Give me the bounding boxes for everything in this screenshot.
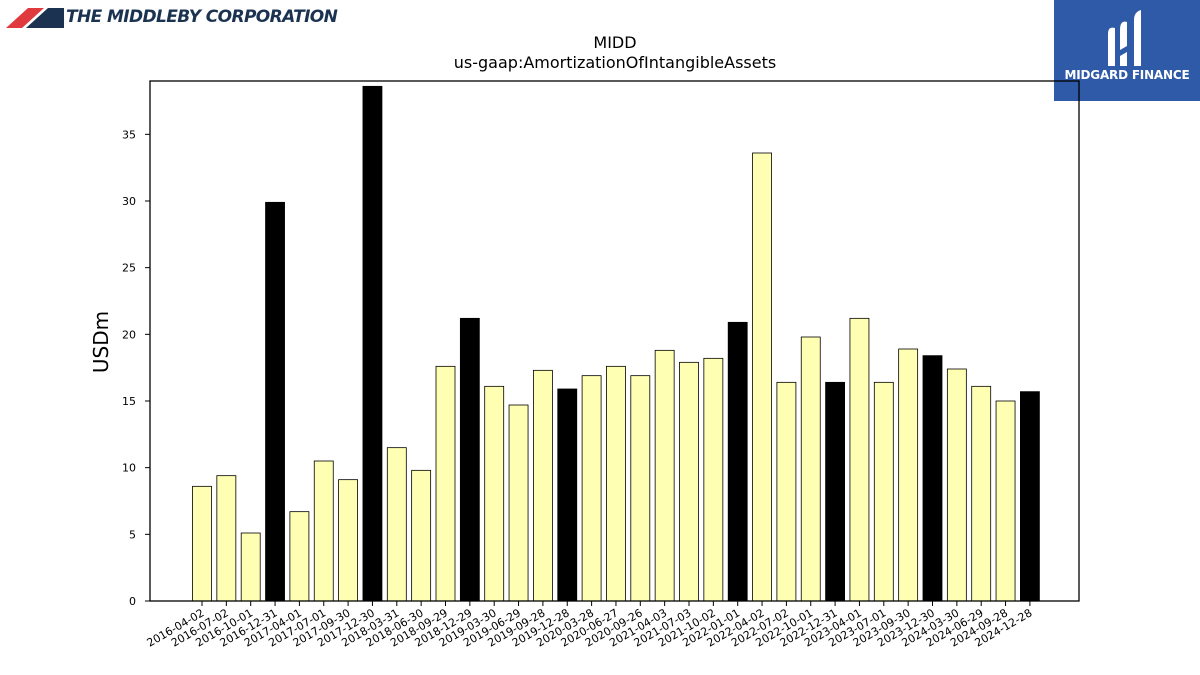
plot-frame xyxy=(149,80,1080,602)
bar-series xyxy=(192,85,1040,602)
bar xyxy=(800,336,821,602)
bar xyxy=(386,447,407,602)
y-tick-label: 35 xyxy=(122,128,136,141)
chart-title: MIDD xyxy=(593,33,636,52)
bar xyxy=(289,511,310,602)
bar xyxy=(995,400,1016,602)
y-tick-label: 0 xyxy=(129,595,136,608)
bar xyxy=(752,152,772,602)
y-tick-label: 25 xyxy=(122,262,136,275)
midgard-logo-icon xyxy=(1108,10,1141,67)
y-tick-label: 10 xyxy=(122,462,136,475)
bar xyxy=(192,485,212,602)
bar xyxy=(362,85,383,602)
bar xyxy=(776,381,797,602)
logo-stripes-icon xyxy=(6,8,64,28)
bar xyxy=(679,361,699,602)
bar xyxy=(630,375,651,602)
bar xyxy=(435,365,456,602)
chart-subtitle: us-gaap:AmortizationOfIntangibleAssets xyxy=(454,53,776,72)
bar xyxy=(484,385,505,602)
bar xyxy=(459,317,480,602)
y-tick-label: 30 xyxy=(122,195,136,208)
y-tick-label: 5 xyxy=(129,528,136,541)
bar xyxy=(265,201,285,602)
y-tick-label: 20 xyxy=(122,328,136,341)
bar xyxy=(898,348,919,602)
bar xyxy=(313,460,334,602)
bar xyxy=(1020,391,1040,602)
bar xyxy=(240,532,261,602)
bar xyxy=(703,357,724,602)
bar xyxy=(581,375,602,602)
midgard-finance-badge: MIDGARD FINANCE xyxy=(1054,0,1200,101)
bar xyxy=(557,388,578,602)
bar xyxy=(338,479,359,602)
y-axis: 0 5 10 15 20 25 30 35 xyxy=(122,128,150,608)
bar xyxy=(606,365,626,602)
bar xyxy=(849,317,870,602)
bar xyxy=(971,385,992,602)
bar xyxy=(533,369,553,602)
badge-label: MIDGARD FINANCE xyxy=(1064,68,1190,82)
bar xyxy=(873,381,894,602)
bar xyxy=(727,321,748,602)
company-name: THE MIDDLEBY CORPORATION xyxy=(66,7,338,27)
bar xyxy=(946,368,967,602)
bar xyxy=(654,349,675,602)
bar xyxy=(825,381,845,602)
x-axis: 2016-04-022016-07-022016-10-012016-12-31… xyxy=(145,601,1034,650)
bar xyxy=(922,355,943,602)
company-logo: THE MIDDLEBY CORPORATION xyxy=(6,5,338,29)
y-axis-label: USDm xyxy=(89,311,113,373)
bar xyxy=(411,469,432,602)
bar xyxy=(216,475,237,602)
bar xyxy=(508,404,529,602)
y-tick-label: 15 xyxy=(122,395,136,408)
